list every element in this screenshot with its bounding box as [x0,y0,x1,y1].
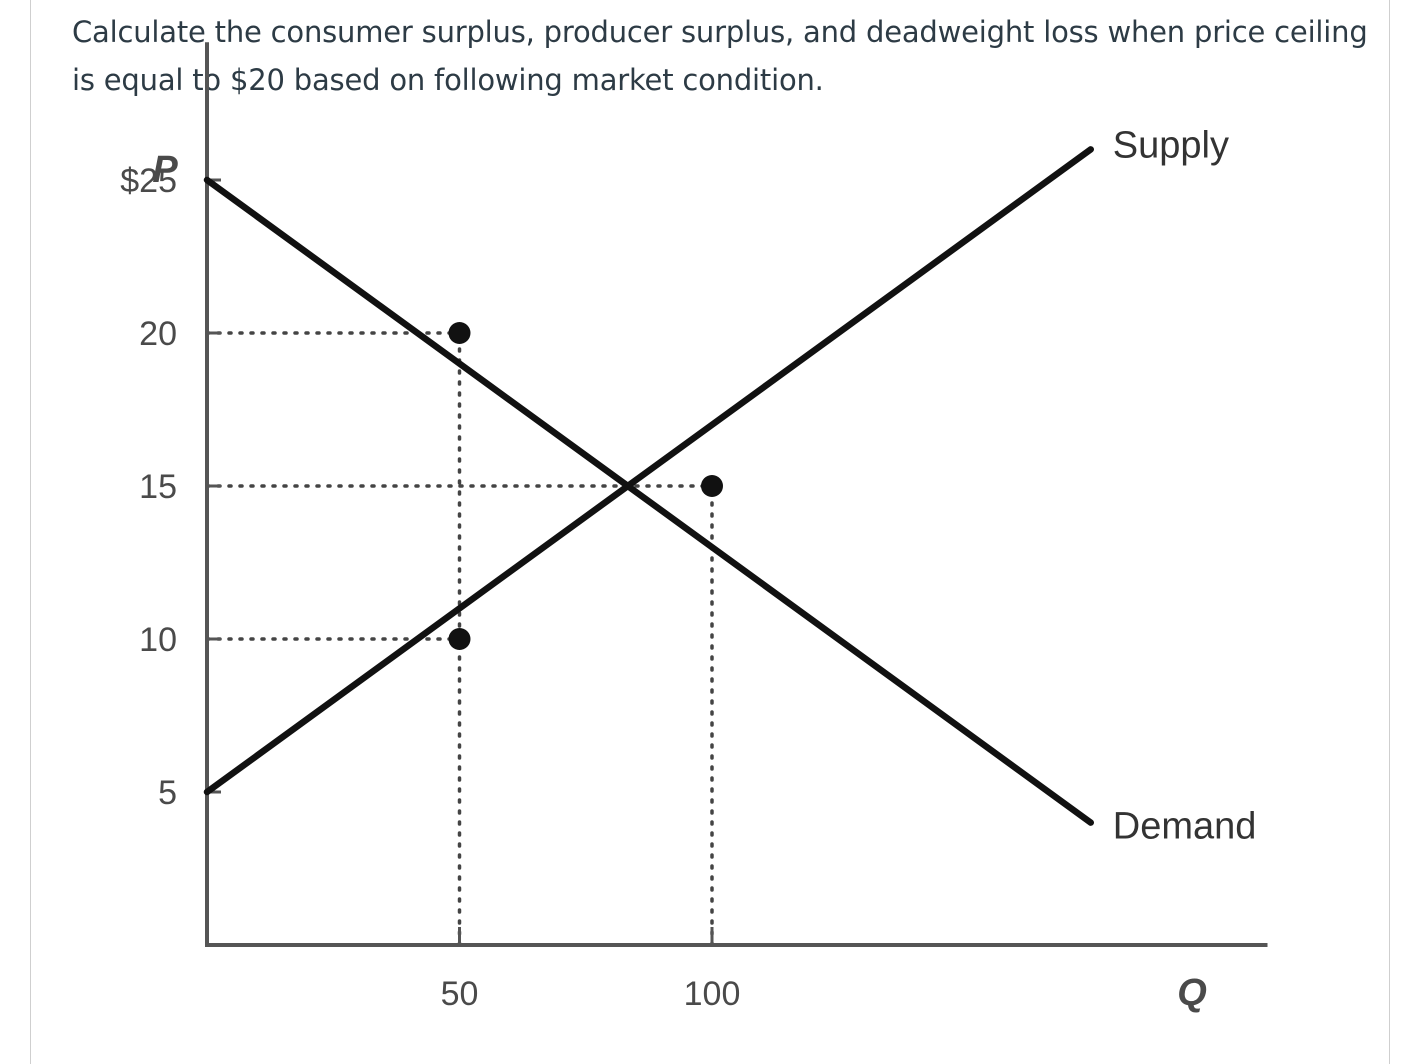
point-0 [448,322,471,344]
supply-curve [203,146,1094,796]
x-axis-title: Q [1177,972,1207,1014]
demand-label: Demand [1113,806,1257,848]
question-panel [30,0,1390,1064]
x-tick-label-100: 100 [684,975,741,1013]
x-tick-label-50: 50 [441,975,479,1013]
y-tick-label-25: $25 [120,162,177,200]
point-1 [701,475,723,497]
y-tick-label-10: 10 [139,621,177,659]
y-tick-label-5: 5 [158,774,177,812]
point-2 [448,628,471,650]
y-axis-title: P [152,149,178,191]
supply-label: Supply [1113,124,1229,166]
question-text: Calculate the consumer surplus, producer… [72,15,1368,97]
demand-curve [203,176,1094,826]
y-tick-label-15: 15 [139,468,177,506]
y-tick-label-20: 20 [139,315,177,353]
